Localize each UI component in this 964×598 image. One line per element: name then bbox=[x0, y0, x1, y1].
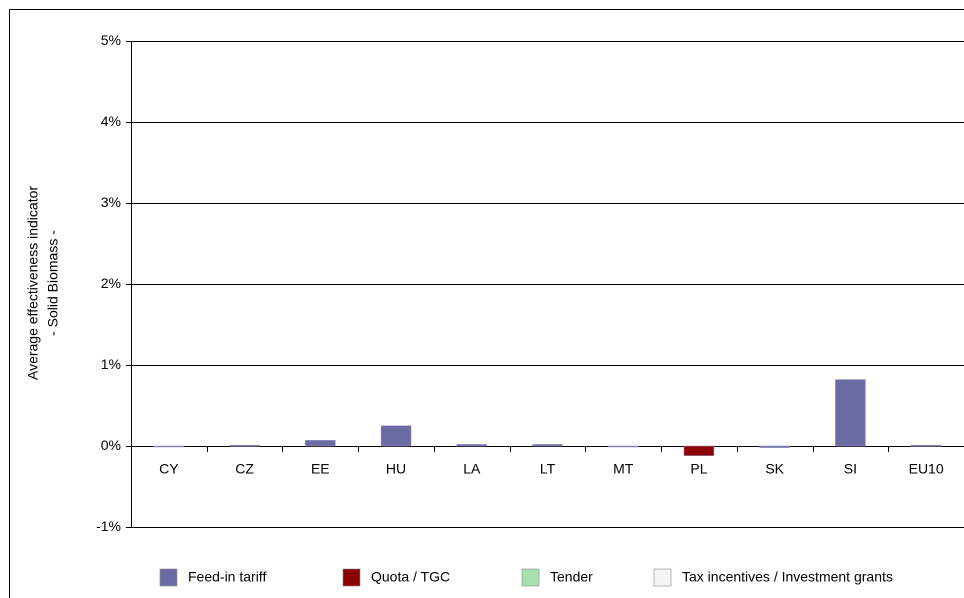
y-tick-label: 4% bbox=[101, 113, 121, 129]
x-tick-label: CY bbox=[159, 461, 179, 477]
bar bbox=[607, 445, 639, 448]
y-tick-label: 0% bbox=[101, 437, 121, 453]
x-tick-label: HU bbox=[386, 461, 406, 477]
x-tick-label: PL bbox=[690, 461, 707, 477]
y-axis-title: Average effectiveness indicator bbox=[25, 186, 41, 380]
x-tick-label: EU10 bbox=[909, 461, 944, 477]
bar bbox=[380, 425, 412, 447]
legend-swatch bbox=[342, 568, 361, 587]
y-tick-label: 5% bbox=[101, 32, 121, 48]
bar bbox=[153, 445, 185, 448]
bar bbox=[229, 444, 260, 447]
y-tick-label: -1% bbox=[96, 518, 121, 534]
x-tick-label: SK bbox=[765, 461, 784, 477]
x-tick-label: SI bbox=[844, 461, 857, 477]
x-tick-label: CZ bbox=[235, 461, 254, 477]
legend-swatch bbox=[653, 568, 672, 587]
legend-label: Quota / TGC bbox=[371, 569, 450, 585]
y-axis-subtitle: - Solid Biomass - bbox=[45, 230, 61, 336]
bar bbox=[456, 444, 488, 447]
y-tick-label: 3% bbox=[101, 194, 121, 210]
bar bbox=[835, 379, 866, 447]
bar bbox=[305, 440, 336, 447]
legend-swatch bbox=[159, 568, 178, 587]
bar bbox=[759, 445, 790, 448]
x-tick-label: MT bbox=[613, 461, 634, 477]
y-tick-label: 2% bbox=[101, 275, 121, 291]
bar bbox=[532, 444, 563, 447]
x-tick-label: EE bbox=[311, 461, 330, 477]
x-tick-label: LT bbox=[540, 461, 556, 477]
legend-label: Tax incentives / Investment grants bbox=[682, 569, 893, 585]
bar bbox=[683, 445, 715, 457]
bar bbox=[910, 444, 942, 447]
y-tick-label: 1% bbox=[101, 356, 121, 372]
legend-swatch bbox=[521, 568, 540, 587]
x-tick-label: LA bbox=[463, 461, 481, 477]
legend-label: Feed-in tariff bbox=[188, 569, 266, 585]
legend-label: Tender bbox=[550, 569, 593, 585]
